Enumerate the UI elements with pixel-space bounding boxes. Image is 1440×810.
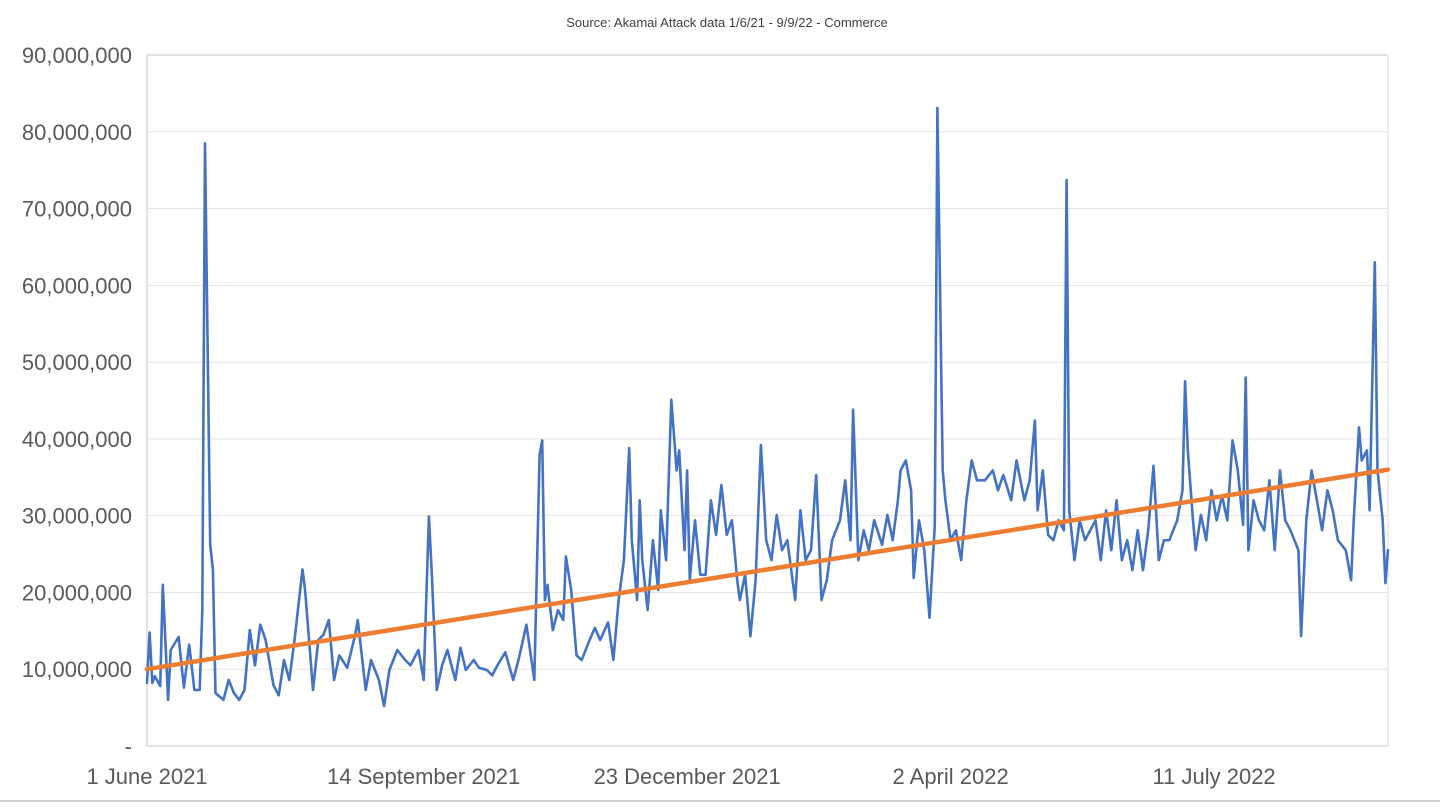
y-tick-label: -: [125, 734, 132, 759]
x-tick-label: 14 September 2021: [327, 764, 520, 789]
x-tick-label: 2 April 2022: [893, 764, 1009, 789]
x-tick-label: 23 December 2021: [594, 764, 781, 789]
x-tick-label: 11 July 2022: [1153, 764, 1276, 789]
y-axis-ticks: - 10,000,000 20,000,000 30,000,000 40,000,00…: [22, 43, 132, 759]
y-tick-label: 60,000,000: [22, 273, 132, 298]
y-tick-label: 50,000,000: [22, 350, 132, 375]
y-tick-label: 30,000,000: [22, 504, 132, 529]
x-tick-label: 1 June 2021: [86, 764, 207, 789]
y-tick-label: 90,000,000: [22, 43, 132, 68]
y-tick-label: 80,000,000: [22, 120, 132, 145]
gridlines: [146, 54, 1389, 747]
x-axis-ticks: 1 June 2021 14 September 2021 23 December …: [86, 764, 1275, 789]
y-tick-label: 40,000,000: [22, 427, 132, 452]
chart-title: Source: Akamai Attack data 1/6/21 - 9/9/…: [566, 15, 888, 30]
y-tick-label: 10,000,000: [22, 657, 132, 682]
series-group: [144, 106, 1391, 708]
attacks-series-line: [145, 106, 1390, 708]
y-tick-label: 20,000,000: [22, 580, 132, 605]
trendline: [144, 467, 1391, 672]
y-tick-label: 70,000,000: [22, 197, 132, 222]
